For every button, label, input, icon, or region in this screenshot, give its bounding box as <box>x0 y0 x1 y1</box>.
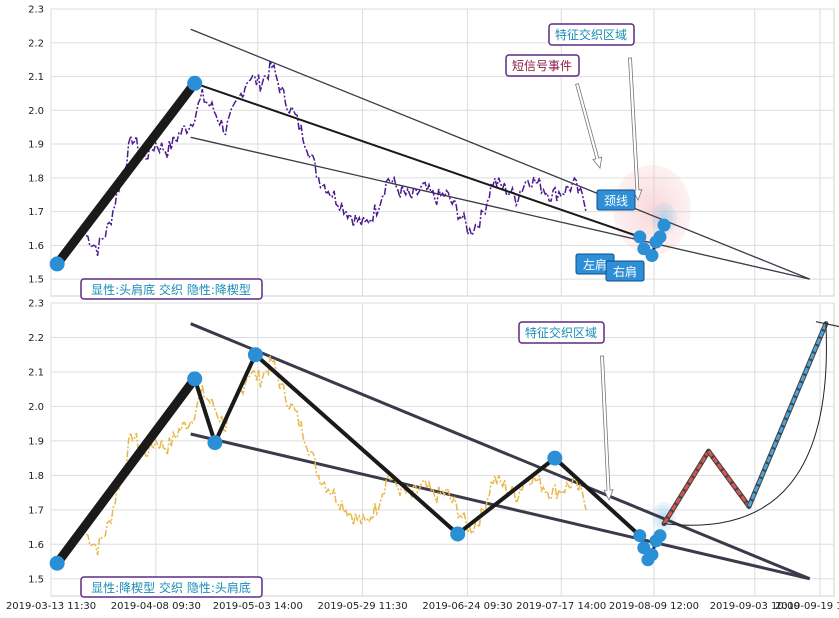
y-tick-label: 1.7 <box>28 505 44 516</box>
y-tick-label: 1.8 <box>28 471 44 482</box>
pattern-point <box>633 529 647 543</box>
y-tick-label: 2.2 <box>28 38 44 49</box>
trend-line <box>190 136 810 280</box>
pattern-point <box>653 529 667 543</box>
pattern-point <box>657 218 671 232</box>
pattern-point <box>207 435 223 451</box>
price-line <box>85 355 587 556</box>
bottom-callout-arrows <box>600 355 614 501</box>
top-highlight-regions <box>612 164 691 255</box>
top-trend-lines <box>190 28 810 280</box>
pattern-point <box>633 230 647 244</box>
y-tick-label: 2.2 <box>28 333 44 344</box>
x-tick-label: 2019-07-17 14:00 <box>516 601 606 612</box>
y-tick-label: 1.6 <box>28 241 44 252</box>
label-neckline: 颈线 <box>596 189 636 211</box>
trend-line <box>190 322 811 581</box>
projection-down-segment <box>707 450 751 508</box>
bottom-panel: 1.5 1.6 1.7 1.8 1.9 2.0 2.1 2.2 2.3 2019-03-13 1… <box>6 299 839 612</box>
pattern-point <box>653 230 667 244</box>
pattern-point <box>645 248 659 262</box>
pattern-segment <box>193 82 641 238</box>
pattern-point <box>645 548 659 562</box>
annotation-feature-zone-top: 特征交织区域 <box>548 23 635 46</box>
caption-bottom: 显性:降楔型 交织 隐性:头肩底 <box>80 576 263 598</box>
y-tick-label: 1.7 <box>28 207 44 218</box>
caption-top: 显性:头肩底 交织 隐性:降楔型 <box>80 278 263 300</box>
pattern-point <box>547 450 563 466</box>
pattern-segment <box>552 456 642 538</box>
bottom-y-tick-labels: 1.5 1.6 1.7 1.8 1.9 2.0 2.1 2.2 2.3 <box>28 299 44 586</box>
x-tick-label: 2019-05-29 11:30 <box>317 601 407 612</box>
y-tick-label: 1.9 <box>28 140 44 151</box>
pattern-point <box>450 526 466 542</box>
callout-arrow <box>575 83 603 169</box>
x-tick-label: 2019-03-13 11:30 <box>6 601 96 612</box>
pattern-point <box>187 371 203 387</box>
bottom-x-tick-labels: 2019-03-13 11:30 2019-04-08 09:30 2019-05-… <box>6 601 839 612</box>
bottom-projection <box>661 321 839 527</box>
target-marker <box>815 321 839 328</box>
pattern-segment <box>212 352 258 445</box>
x-tick-label: 2019-06-24 09:30 <box>422 601 512 612</box>
pattern-segment <box>192 376 217 445</box>
y-tick-label: 1.8 <box>28 173 44 184</box>
top-callout-arrows <box>575 57 643 201</box>
x-tick-label: 2019-09-03 10:00 <box>710 601 800 612</box>
annotation-short-signal-text: 短信号事件 <box>512 59 572 73</box>
projection-target-segment <box>747 323 828 507</box>
pattern-point <box>49 555 65 571</box>
annotation-feature-zone-bottom-text: 特征交织区域 <box>525 325 597 340</box>
bottom-trend-lines <box>190 322 811 581</box>
pattern-point <box>49 256 65 272</box>
projection-arc <box>664 323 827 526</box>
bottom-pattern-points <box>49 347 667 571</box>
caption-bottom-text: 显性:降楔型 交织 隐性:头肩底 <box>91 580 251 595</box>
projection-up-segment <box>662 450 710 525</box>
bottom-price-series <box>85 355 587 556</box>
trend-line <box>190 28 810 280</box>
top-plot-area <box>50 8 835 297</box>
y-tick-label: 1.5 <box>28 275 44 286</box>
y-tick-label: 2.1 <box>28 367 44 378</box>
x-tick-label: 2019-05-03 14:00 <box>213 601 303 612</box>
annotation-feature-zone-top-text: 特征交织区域 <box>555 27 627 42</box>
y-tick-label: 2.3 <box>28 299 44 310</box>
y-tick-label: 2.3 <box>28 5 44 16</box>
x-tick-label: 2019-04-08 09:30 <box>111 601 201 612</box>
callout-arrow <box>628 57 643 201</box>
top-panel: 1.5 1.6 1.7 1.8 1.9 2.0 2.1 2.2 2.3 特征交织区域 短信号事件… <box>28 5 835 300</box>
pattern-segment <box>52 374 200 568</box>
top-pattern-points <box>49 75 671 272</box>
x-tick-label: 2019-09-19 13:00 <box>775 601 839 612</box>
y-tick-label: 1.5 <box>28 574 44 585</box>
caption-top-text: 显性:头肩底 交织 隐性:降楔型 <box>91 282 251 297</box>
top-y-tick-labels: 1.5 1.6 1.7 1.8 1.9 2.0 2.1 2.2 2.3 <box>28 5 44 286</box>
signal-zone-highlight <box>612 164 691 255</box>
y-tick-label: 2.0 <box>28 106 44 117</box>
bottom-plot-area <box>50 302 835 597</box>
label-left-shoulder: 左肩 <box>575 253 615 275</box>
label-right-shoulder-text: 右肩 <box>613 264 637 279</box>
label-right-shoulder: 右肩 <box>605 260 645 282</box>
y-tick-label: 2.1 <box>28 72 44 83</box>
y-tick-label: 1.6 <box>28 540 44 551</box>
callout-arrow <box>600 355 614 501</box>
pattern-segment <box>455 456 557 536</box>
y-tick-label: 2.0 <box>28 402 44 413</box>
y-tick-label: 1.9 <box>28 436 44 447</box>
annotation-feature-zone-bottom: 特征交织区域 <box>518 321 605 344</box>
pattern-point <box>247 347 263 363</box>
pattern-point <box>187 75 203 91</box>
x-tick-label: 2019-08-09 12:00 <box>609 601 699 612</box>
pattern-segment <box>52 78 200 269</box>
trend-line <box>190 432 811 581</box>
label-left-shoulder-text: 左肩 <box>583 257 607 272</box>
label-neckline-text: 颈线 <box>604 194 628 208</box>
feature-zone-highlight <box>651 202 678 235</box>
pattern-segment <box>253 352 460 536</box>
annotation-short-signal: 短信号事件 <box>505 54 580 77</box>
